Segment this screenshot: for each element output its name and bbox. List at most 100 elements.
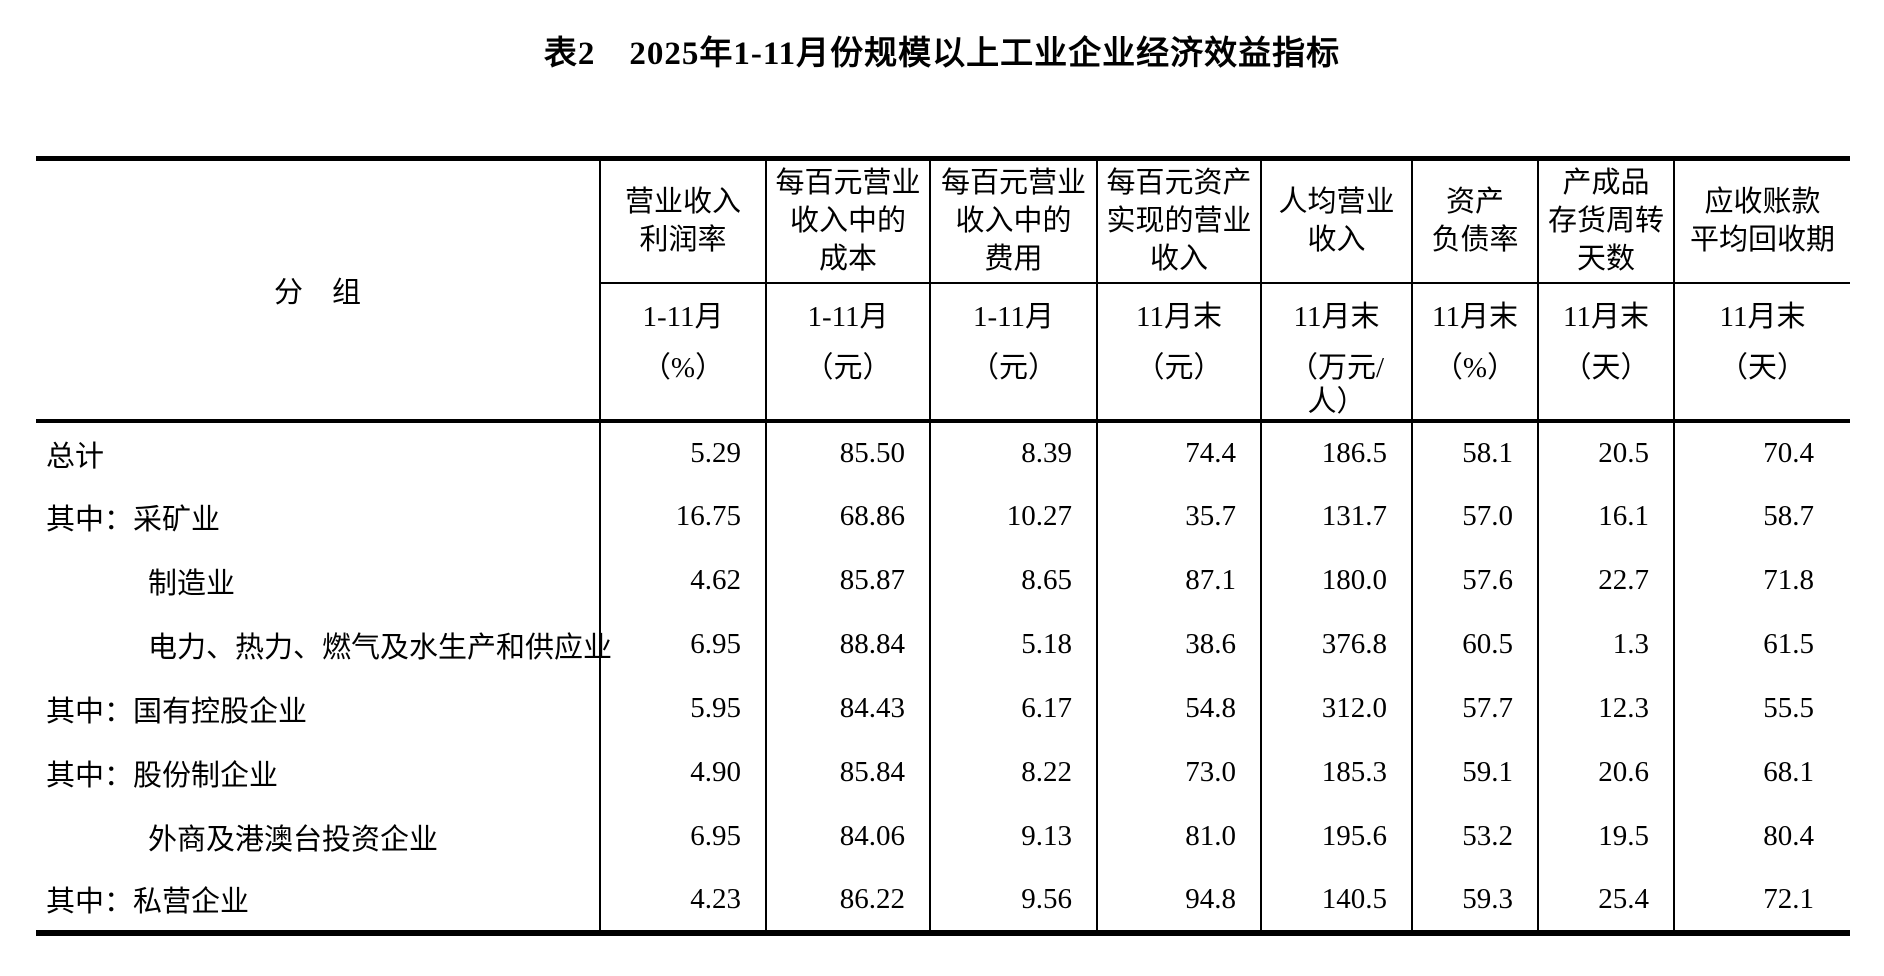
value-cell: 376.8: [1260, 612, 1412, 677]
period-label: 1-11月: [807, 300, 889, 333]
column-title-7: 产成品 存货周转 天数: [1537, 158, 1674, 284]
table-row: 其中：私营企业 4.23 86.22 9.56 94.8 140.5 59.3 25.4 72.…: [36, 868, 1850, 933]
value-cell: 4.90: [599, 740, 766, 805]
value-cell: 140.5: [1260, 868, 1412, 933]
value-cell: 85.50: [765, 420, 930, 485]
column-title-1: 营业收入 利润率: [599, 158, 766, 284]
unit-label: （元）: [804, 351, 892, 384]
value-cell: 9.13: [929, 804, 1097, 869]
unit-label: （天）: [1718, 351, 1806, 384]
table-header: 分 组 营业收入 利润率 每百元营业 收入中的 成本 每百元营业 收入中的 费用 每百…: [36, 158, 1850, 423]
indicators-table: 分 组 营业收入 利润率 每百元营业 收入中的 成本 每百元营业 收入中的 费用 每百…: [36, 156, 1850, 936]
header-period-unit-row: 1-11月 （%） 1-11月 （元） 1-11月 （元） 11月末 （元） 11月末 （万元/ …: [36, 282, 1850, 423]
value-cell: 53.2: [1411, 804, 1538, 869]
value-cell: 19.5: [1537, 804, 1674, 869]
value-cell: 9.56: [929, 868, 1097, 933]
group-header-cell: 分 组: [36, 158, 601, 423]
period-label: 11月末: [1136, 300, 1222, 333]
value-cell: 84.43: [765, 676, 930, 741]
page-title: 表2 2025年1-11月份规模以上工业企业经济效益指标: [543, 36, 1341, 72]
value-cell: 6.95: [599, 804, 766, 869]
value-cell: 68.86: [765, 484, 930, 549]
column-title-8: 应收账款 平均回收期: [1673, 158, 1850, 284]
value-cell: 86.22: [765, 868, 930, 933]
row-label: 制造业: [148, 567, 236, 600]
row-label: 总计: [46, 440, 105, 473]
table-row: 电力、热力、燃气及水生产和供应业 6.95 88.84 5.18 38.6 376.8 60…: [36, 612, 1850, 677]
column-period-unit-1: 1-11月 （%）: [599, 282, 766, 423]
value-cell: 57.6: [1411, 548, 1538, 613]
column-title-5: 人均营业 收入: [1260, 158, 1412, 284]
column-period-unit-8: 11月末 （天）: [1673, 282, 1850, 423]
column-title-6: 资产 负债率: [1411, 158, 1538, 284]
value-cell: 72.1: [1673, 868, 1850, 933]
header-title-row: 分 组 营业收入 利润率 每百元营业 收入中的 成本 每百元营业 收入中的 费用 每百…: [36, 158, 1850, 423]
value-cell: 4.23: [599, 868, 766, 933]
table-row: 外商及港澳台投资企业 6.95 84.06 9.13 81.0 195.6 53.2 19.5…: [36, 804, 1850, 869]
period-label: 11月末: [1719, 300, 1806, 333]
column-period-unit-6: 11月末 （%）: [1411, 282, 1538, 423]
table-row: 其中：股份制企业 4.90 85.84 8.22 73.0 185.3 59.1 20.6 68…: [36, 740, 1850, 805]
table-row: 总计 5.29 85.50 8.39 74.4 186.5 58.1 20.5 70.4: [36, 420, 1850, 485]
value-cell: 54.8: [1096, 676, 1261, 741]
value-cell: 87.1: [1096, 548, 1261, 613]
value-cell: 22.7: [1537, 548, 1674, 613]
period-label: 1-11月: [642, 300, 724, 333]
unit-label: （%）: [641, 351, 725, 384]
value-cell: 20.6: [1537, 740, 1674, 805]
column-period-unit-4: 11月末 （元）: [1096, 282, 1261, 423]
value-cell: 16.75: [599, 484, 766, 549]
value-cell: 71.8: [1673, 548, 1850, 613]
row-label: 其中：国有控股企业: [46, 695, 308, 728]
value-cell: 5.95: [599, 676, 766, 741]
value-cell: 6.95: [599, 612, 766, 677]
unit-label: （万元/ 人）: [1288, 351, 1385, 418]
value-cell: 57.7: [1411, 676, 1538, 741]
value-cell: 55.5: [1673, 676, 1850, 741]
table-body: 总计 5.29 85.50 8.39 74.4 186.5 58.1 20.5 70.4 其中：采…: [36, 420, 1850, 933]
value-cell: 6.17: [929, 676, 1097, 741]
period-label: 11月末: [1293, 300, 1380, 333]
column-title-3: 每百元营业 收入中的 费用: [929, 158, 1097, 284]
value-cell: 8.65: [929, 548, 1097, 613]
value-cell: 186.5: [1260, 420, 1412, 485]
value-cell: 195.6: [1260, 804, 1412, 869]
value-cell: 61.5: [1673, 612, 1850, 677]
row-label: 其中：私营企业: [46, 886, 250, 918]
value-cell: 131.7: [1260, 484, 1412, 549]
unit-label: （元）: [969, 351, 1057, 384]
unit-label: （天）: [1562, 351, 1650, 384]
column-period-unit-2: 1-11月 （元）: [765, 282, 930, 423]
period-label: 11月末: [1563, 300, 1649, 333]
value-cell: 5.29: [599, 420, 766, 485]
value-cell: 35.7: [1096, 484, 1261, 549]
value-cell: 59.1: [1411, 740, 1538, 805]
period-label: 11月末: [1432, 300, 1518, 333]
value-cell: 58.7: [1673, 484, 1850, 549]
value-cell: 312.0: [1260, 676, 1412, 741]
value-cell: 70.4: [1673, 420, 1850, 485]
value-cell: 84.06: [765, 804, 930, 869]
column-period-unit-7: 11月末 （天）: [1537, 282, 1674, 423]
value-cell: 85.87: [765, 548, 930, 613]
column-period-unit-3: 1-11月 （元）: [929, 282, 1097, 423]
value-cell: 59.3: [1411, 868, 1538, 933]
unit-label: （元）: [1135, 351, 1223, 384]
value-cell: 185.3: [1260, 740, 1412, 805]
row-label: 外商及港澳台投资企业: [148, 823, 439, 856]
value-cell: 60.5: [1411, 612, 1538, 677]
value-cell: 85.84: [765, 740, 930, 805]
value-cell: 1.3: [1537, 612, 1674, 677]
value-cell: 94.8: [1096, 868, 1261, 933]
value-cell: 8.22: [929, 740, 1097, 805]
table-row: 其中：采矿业 16.75 68.86 10.27 35.7 131.7 57.0 16.1 58…: [36, 484, 1850, 549]
value-cell: 12.3: [1537, 676, 1674, 741]
value-cell: 88.84: [765, 612, 930, 677]
row-label: 其中：股份制企业: [46, 759, 279, 792]
value-cell: 80.4: [1673, 804, 1850, 869]
value-cell: 10.27: [929, 484, 1097, 549]
value-cell: 4.62: [599, 548, 766, 613]
value-cell: 68.1: [1673, 740, 1850, 805]
value-cell: 74.4: [1096, 420, 1261, 485]
column-title-2: 每百元营业 收入中的 成本: [765, 158, 930, 284]
